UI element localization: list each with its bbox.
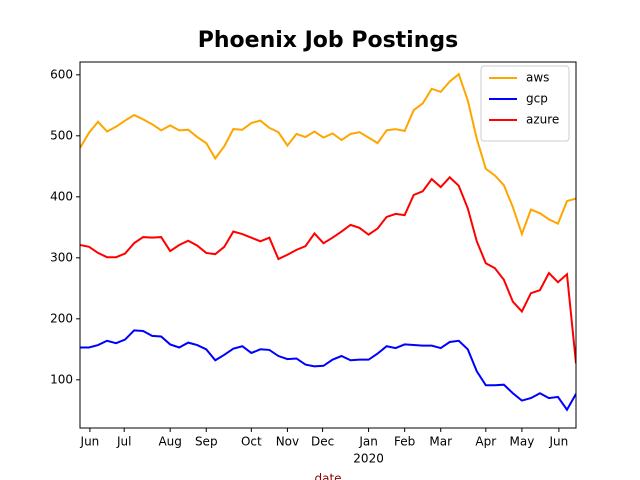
y-tick-label: 100 bbox=[50, 372, 73, 386]
x-tick-label: Jun bbox=[548, 435, 568, 449]
x-tick-label: Mar bbox=[429, 435, 452, 449]
x-tick-label: Oct bbox=[241, 435, 262, 449]
x-tick-label: Aug bbox=[158, 435, 181, 449]
y-tick-label: 200 bbox=[50, 311, 73, 325]
x-tick-label: Jul bbox=[116, 435, 131, 449]
plot-frame bbox=[79, 61, 577, 429]
x-tick-label: May bbox=[509, 435, 534, 449]
legend-label: gcp bbox=[526, 92, 548, 106]
x-tick-label: Dec bbox=[311, 435, 334, 449]
x-tick-label: Apr bbox=[475, 435, 496, 449]
legend-label: aws bbox=[526, 71, 549, 85]
series-line bbox=[80, 329, 576, 412]
legend-label: azure bbox=[526, 113, 559, 127]
series-line bbox=[80, 72, 576, 238]
y-tick-label: 500 bbox=[50, 128, 73, 142]
series-line bbox=[80, 175, 576, 364]
legend-box bbox=[480, 65, 570, 142]
x-axis-label: date bbox=[314, 472, 341, 480]
y-tick-label: 600 bbox=[50, 67, 73, 81]
x-tick-label: Jan bbox=[358, 435, 378, 449]
x-tick-label: Nov bbox=[276, 435, 299, 449]
x-tick-label: Jun bbox=[80, 435, 100, 449]
x-tick-label: Feb bbox=[394, 435, 415, 449]
x-year-label: 2020 bbox=[353, 452, 384, 466]
x-tick-label: Sep bbox=[195, 435, 218, 449]
y-tick-label: 300 bbox=[50, 250, 73, 264]
y-tick-label: 400 bbox=[50, 189, 73, 203]
chart-title: Phoenix Job Postings bbox=[198, 28, 458, 53]
